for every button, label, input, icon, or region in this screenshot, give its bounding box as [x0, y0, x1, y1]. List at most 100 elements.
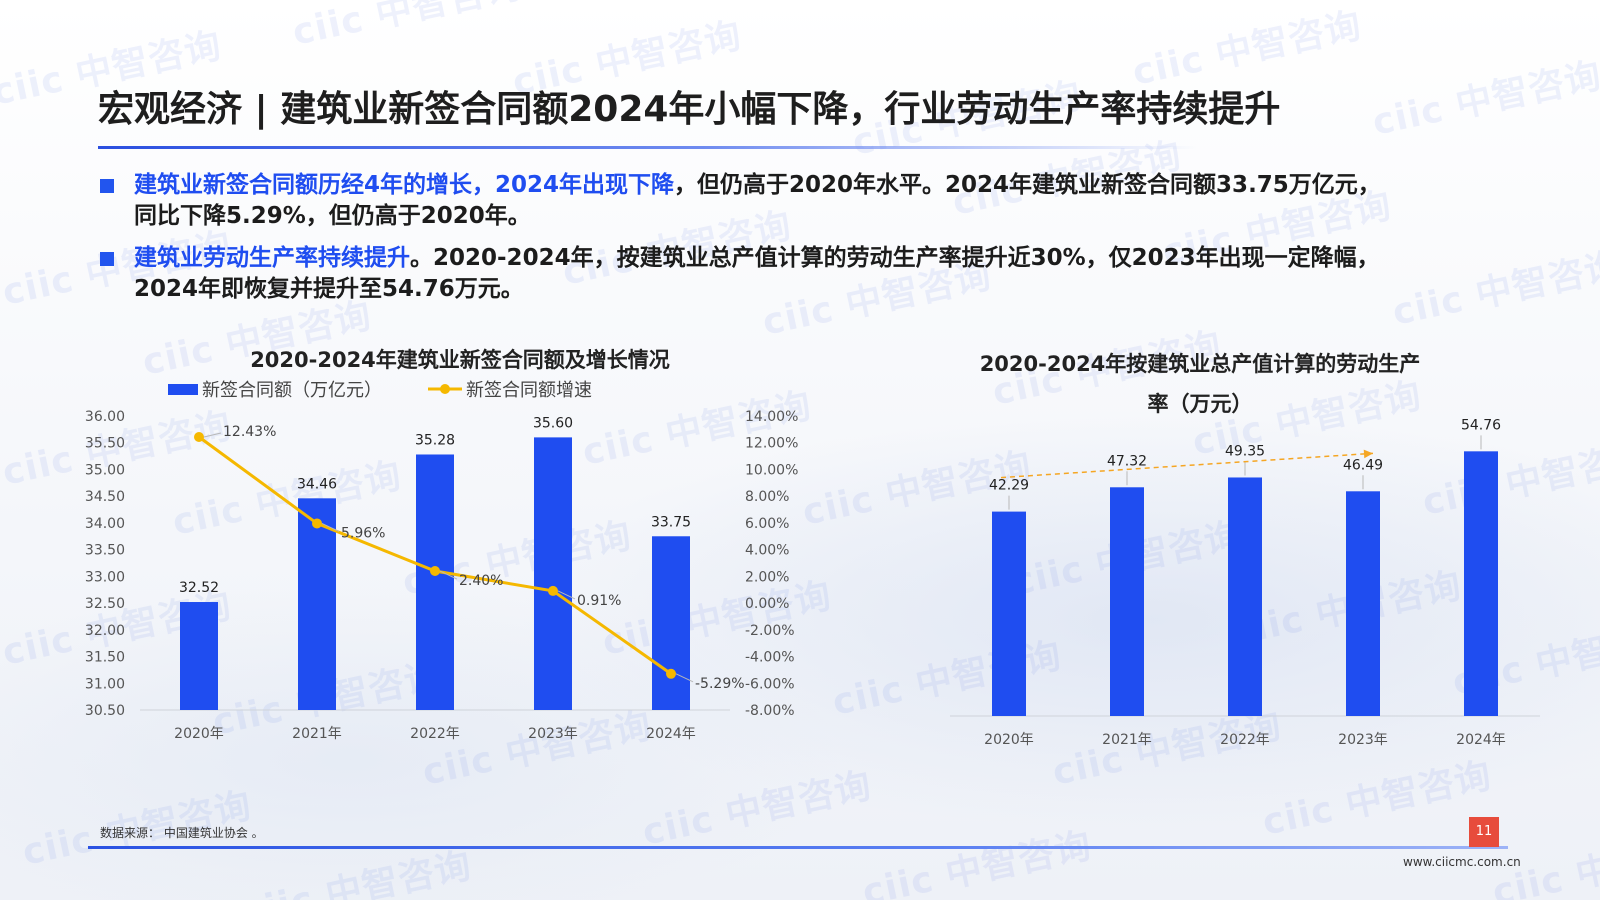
bar-data-label: 35.28	[415, 432, 455, 448]
bullet-square-icon	[100, 252, 114, 266]
legend-bar-swatch	[168, 384, 198, 395]
bar	[1464, 451, 1498, 716]
x-tick-label: 2022年	[1220, 732, 1270, 748]
data-source-note: 数据来源： 中国建筑业协会 。	[100, 826, 264, 840]
y-right-tick-label: -6.00%	[745, 676, 795, 692]
bullet-highlight: 建筑业新签合同额历经4年的增长，2024年出现下降	[134, 172, 675, 198]
line-point	[430, 566, 440, 577]
line-data-label: -5.29%	[695, 676, 745, 692]
bar-data-label: 32.52	[179, 580, 219, 596]
line-point	[548, 585, 558, 596]
line-label-leader	[203, 432, 222, 438]
y-left-tick-label: 36.00	[85, 409, 125, 425]
bar-data-label: 47.32	[1107, 453, 1147, 469]
bar	[1228, 477, 1262, 716]
legend-line-marker	[440, 384, 450, 394]
bar-data-label: 46.49	[1343, 457, 1383, 473]
y-left-tick-label: 30.50	[85, 703, 125, 719]
bar	[992, 511, 1026, 716]
bar	[1346, 491, 1380, 716]
y-right-tick-label: 2.00%	[745, 569, 789, 585]
line-label-leader	[321, 522, 340, 532]
x-tick-label: 2020年	[984, 732, 1034, 748]
chart2-labor-productivity: 42.29 47.32 49.35 46.49 54.76 2020年 2021年 2022年…	[950, 417, 1540, 748]
chart2-title: 2020-2024年按建筑业总产值计算的劳动生产 率（万元）	[920, 344, 1480, 424]
bar-data-label: 34.46	[297, 476, 337, 492]
trend-arrow-line	[1000, 452, 1374, 479]
x-tick-label: 2023年	[1338, 732, 1388, 748]
bullet-item: 建筑业新签合同额历经4年的增长，2024年出现下降，但仍高于2020年水平。20…	[98, 170, 1518, 232]
bullet-highlight: 建筑业劳动生产率持续提升	[134, 245, 410, 271]
chart1-title: 2020-2024年建筑业新签合同额及增长情况	[250, 348, 670, 372]
y-left-tick-label: 31.00	[85, 676, 125, 692]
bar	[652, 536, 690, 710]
y-right-tick-label: 12.00%	[745, 436, 798, 452]
x-tick-label: 2021年	[292, 726, 342, 742]
website-url: www.ciicmc.com.cn	[1403, 855, 1521, 869]
x-tick-label: 2024年	[1456, 732, 1506, 748]
line-label-leader	[439, 570, 458, 580]
chart1-contract-amount: 新签合同额（万亿元） 新签合同额增速 36.00 35.50 35.00 34.50 34.…	[85, 380, 798, 742]
bar-data-label: 42.29	[989, 478, 1029, 494]
bar	[1110, 487, 1144, 716]
y-right-tick-label: 0.00%	[745, 596, 789, 612]
x-tick-label: 2024年	[646, 726, 696, 742]
y-left-tick-label: 35.50	[85, 436, 125, 452]
bar	[534, 437, 572, 710]
bullet-list: 建筑业新签合同额历经4年的增长，2024年出现下降，但仍高于2020年水平。20…	[98, 170, 1518, 316]
line-label-leader	[675, 673, 694, 683]
bar	[416, 454, 454, 710]
bar-data-label: 35.60	[533, 415, 573, 431]
y-left-tick-label: 35.00	[85, 462, 125, 478]
x-tick-label: 2021年	[1102, 732, 1152, 748]
page-number-badge: 11	[1469, 817, 1499, 847]
watermark-logo: ciic 中智咨询	[289, 0, 526, 54]
x-tick-label: 2023年	[528, 726, 578, 742]
footer-rule	[88, 846, 1508, 849]
y-right-tick-label: -8.00%	[745, 703, 795, 719]
line-point	[194, 431, 204, 442]
line-data-label: 12.43%	[223, 424, 276, 440]
y-right-tick-label: -4.00%	[745, 650, 795, 666]
y-left-tick-label: 33.00	[85, 569, 125, 585]
bullet-text-line2: 2024年即恢复并提升至54.76万元。	[134, 276, 524, 302]
line-data-label: 0.91%	[577, 593, 621, 609]
y-left-tick-label: 34.00	[85, 516, 125, 532]
line-data-label: 2.40%	[459, 573, 503, 589]
y-left-tick-label: 34.50	[85, 489, 125, 505]
bar	[298, 498, 336, 710]
bar-data-label: 54.76	[1461, 417, 1501, 433]
y-left-tick-label: 32.50	[85, 596, 125, 612]
page-title: 宏观经济 | 建筑业新签合同额2024年小幅下降，行业劳动生产率持续提升	[98, 89, 1281, 130]
y-right-tick-label: 8.00%	[745, 489, 789, 505]
bullet-text: ，但仍高于2020年水平。2024年建筑业新签合同额33.75万亿元，	[674, 172, 1381, 198]
line-label-leader	[557, 590, 576, 600]
y-left-tick-label: 32.00	[85, 623, 125, 639]
line-point	[312, 518, 322, 529]
bullet-item: 建筑业劳动生产率持续提升。2020-2024年，按建筑业总产值计算的劳动生产率提…	[98, 243, 1518, 305]
chart2-title-line2: 率（万元）	[1147, 392, 1253, 416]
legend-bar-label: 新签合同额（万亿元）	[202, 380, 382, 401]
line-point	[666, 668, 676, 679]
y-left-tick-label: 31.50	[85, 650, 125, 666]
bullet-text-line2: 同比下降5.29%，但仍高于2020年。	[134, 203, 531, 229]
x-tick-label: 2020年	[174, 726, 224, 742]
bullet-square-icon	[100, 179, 114, 193]
bar-data-label: 33.75	[651, 514, 691, 530]
title-underline	[98, 146, 1198, 149]
watermark-logo: ciic 中智咨询	[1369, 55, 1600, 144]
y-left-tick-label: 33.50	[85, 543, 125, 559]
bullet-text: 。2020-2024年，按建筑业总产值计算的劳动生产率提升近30%，仅2023年…	[410, 245, 1380, 271]
y-right-tick-label: 4.00%	[745, 543, 789, 559]
bar-data-label: 49.35	[1225, 443, 1265, 459]
line-data-label: 5.96%	[341, 525, 385, 541]
chart2-title-line1: 2020-2024年按建筑业总产值计算的劳动生产	[979, 352, 1421, 376]
y-right-tick-label: 10.00%	[745, 462, 798, 478]
x-tick-label: 2022年	[410, 726, 460, 742]
trend-arrow-head-icon	[1363, 449, 1373, 459]
y-right-tick-label: 6.00%	[745, 516, 789, 532]
legend-line-label: 新签合同额增速	[466, 380, 592, 401]
watermark-logo: ciic 中智咨询	[859, 825, 1096, 900]
y-right-tick-label: 14.00%	[745, 409, 798, 425]
bar	[180, 602, 218, 710]
